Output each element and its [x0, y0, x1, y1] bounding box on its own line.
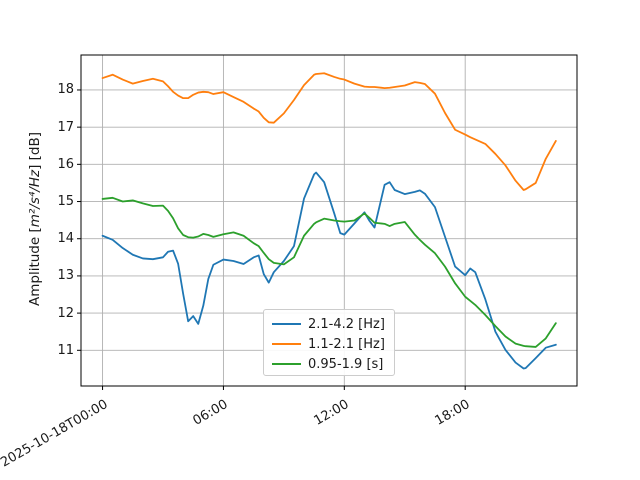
y-tick-label: 13 — [57, 268, 74, 284]
legend-label: 1.1-2.1 [Hz] — [308, 336, 385, 352]
y-tick-label: 16 — [57, 156, 74, 172]
y-tick-label: 14 — [57, 231, 74, 247]
y-tick-label: 15 — [57, 194, 74, 210]
y-tick-label: 18 — [57, 82, 74, 98]
legend-item: 1.1-2.1 [Hz] — [264, 334, 394, 354]
axes-frame — [80, 54, 578, 387]
y-tick-label: 11 — [57, 342, 74, 358]
series-line — [101, 72, 557, 191]
series-line — [101, 196, 557, 348]
legend-item: 2.1-4.2 [Hz] — [264, 314, 394, 334]
series-line — [101, 171, 557, 370]
legend: 2.1-4.2 [Hz] 1.1-2.1 [Hz] 0.95-1.9 [s] — [263, 309, 395, 376]
legend-line-sample — [272, 363, 301, 365]
y-tick-label: 17 — [57, 119, 74, 135]
legend-line-sample — [272, 343, 301, 345]
legend-label: 0.95-1.9 [s] — [308, 356, 384, 372]
y-tick-label: 12 — [57, 305, 74, 321]
legend-item: 0.95-1.9 [s] — [264, 354, 394, 374]
legend-line-sample — [272, 323, 301, 325]
legend-label: 2.1-4.2 [Hz] — [308, 316, 385, 332]
